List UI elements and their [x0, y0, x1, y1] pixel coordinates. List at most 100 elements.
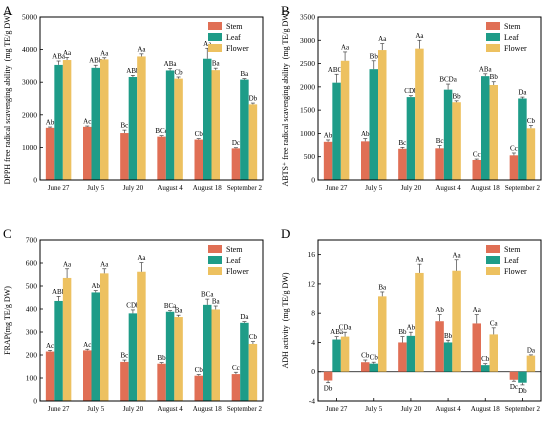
panel-b: 0 500 1000 1500 2000 2500 3000 3500 June 27 Ab ABC… [281, 3, 542, 192]
significance-label: Cb [361, 352, 370, 360]
y-tick-label: 3000 [300, 36, 315, 45]
x-tick-label: August 18 [193, 405, 222, 413]
bar-stem [323, 141, 333, 180]
significance-label: Ac [46, 342, 54, 350]
significance-label: CDb [126, 301, 140, 309]
significance-label: Bb [452, 92, 461, 100]
bar-flower [174, 317, 183, 401]
bar-leaf [369, 69, 378, 180]
significance-label: ABa [164, 60, 178, 68]
y-tick-label: 2500 [300, 59, 315, 68]
bar-stem [398, 342, 407, 372]
legend-swatch-leaf [486, 33, 500, 41]
y-tick-label: 0 [33, 176, 37, 185]
plot-frame [317, 16, 542, 181]
panel-letter: C [3, 226, 12, 241]
legend-swatch-leaf [486, 256, 500, 264]
bar-stem [323, 371, 333, 381]
bar-leaf [203, 304, 212, 401]
bar-leaf [332, 339, 341, 372]
legend-label-flower: Flower [504, 267, 527, 276]
y-tick-label: 4000 [22, 45, 37, 54]
legend-swatch-leaf [208, 33, 222, 41]
significance-label: Bc [121, 122, 129, 130]
legend-swatch-stem [208, 245, 222, 253]
bar-flower [415, 272, 424, 372]
y-tick-label: 3000 [22, 78, 37, 87]
significance-label: Ac [83, 341, 91, 349]
significance-label: Aa [341, 43, 350, 51]
x-tick-label: August 4 [157, 184, 183, 192]
y-tick-label: 0 [311, 367, 315, 376]
bar-flower [62, 60, 72, 181]
bar-stem [361, 362, 370, 372]
significance-label: Ab [407, 324, 416, 332]
x-tick-label: July 20 [123, 184, 144, 192]
significance-label: Bb [444, 332, 453, 340]
x-tick-label: September 2 [505, 405, 541, 413]
bar-flower [211, 309, 220, 401]
bar-leaf [518, 371, 527, 383]
significance-label: Ca [490, 319, 499, 327]
bar-stem [472, 159, 481, 180]
significance-label: Aa [415, 32, 424, 40]
significance-label: Dc [510, 383, 518, 391]
legend-swatch-flower [208, 267, 222, 275]
y-axis-title: ABTS⁺ free radical scavenging ability (m… [281, 10, 290, 186]
significance-label: Db [249, 95, 258, 103]
y-tick-label: 5000 [22, 13, 37, 22]
y-tick-label: 0 [311, 176, 315, 185]
bar-stem [45, 127, 55, 180]
bar-stem [231, 374, 241, 401]
bar-leaf [443, 89, 453, 180]
bar-flower [62, 277, 72, 401]
legend-label-stem: Stem [504, 22, 521, 31]
bar-leaf [54, 300, 63, 401]
y-tick-label: 300 [26, 328, 38, 337]
significance-label: ABb [126, 67, 140, 75]
significance-label: Ab [361, 130, 370, 138]
x-tick-label: September 2 [227, 184, 263, 192]
significance-label: Da [240, 313, 249, 321]
significance-label: Aa [63, 49, 72, 57]
legend-label-stem: Stem [504, 245, 521, 254]
y-tick-label: 400 [26, 305, 38, 314]
significance-label: Cb [481, 355, 490, 363]
bar-flower [452, 270, 461, 372]
x-tick-label: July 20 [401, 184, 422, 192]
significance-label: Cc [232, 364, 240, 372]
significance-label: Aa [63, 260, 72, 268]
plot-frame [39, 239, 264, 402]
bar-flower [489, 334, 498, 372]
legend-label-leaf: Leaf [504, 256, 519, 265]
y-tick-label: 1000 [300, 129, 315, 138]
bar-stem [83, 126, 92, 180]
significance-label: ABa [52, 53, 66, 61]
legend-swatch-stem [486, 22, 500, 30]
bar-stem [231, 148, 241, 180]
significance-label: Da [518, 89, 527, 97]
panel-letter: A [3, 3, 13, 18]
significance-label: Ac [83, 118, 91, 126]
significance-label: ABa [479, 65, 493, 73]
x-tick-label: June 27 [48, 184, 70, 192]
y-tick-label: 16 [308, 250, 316, 259]
bar-leaf [128, 76, 138, 180]
significance-label: ABb [89, 57, 103, 65]
significance-label: Aa [378, 35, 387, 43]
x-tick-label: July 20 [123, 405, 144, 413]
bar-flower [340, 60, 350, 180]
significance-label: BCDa [439, 76, 457, 84]
bar-flower [489, 84, 498, 180]
significance-label: Cc [473, 151, 481, 159]
significance-label: Aa [203, 40, 212, 48]
significance-label: Aa [137, 45, 146, 53]
bar-flower [137, 271, 146, 401]
y-tick-label: 2000 [300, 82, 315, 91]
significance-label: Aa [100, 49, 109, 57]
significance-label: Aa [137, 254, 146, 262]
x-tick-label: July 20 [401, 405, 422, 413]
significance-label: Db [324, 385, 333, 393]
y-tick-label: 8 [311, 309, 315, 318]
significance-label: Ba [175, 307, 184, 315]
